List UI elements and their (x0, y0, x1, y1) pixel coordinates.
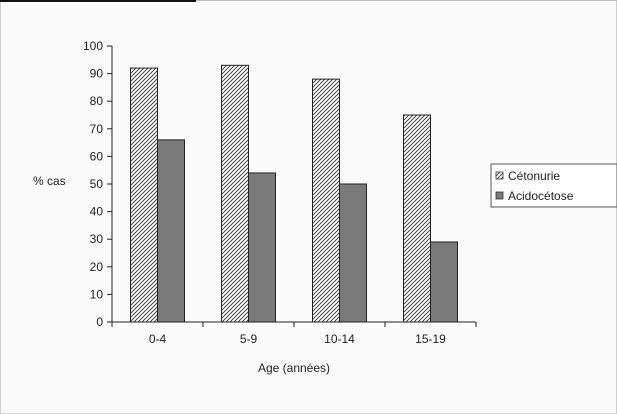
y-tick-label: 100 (83, 39, 103, 53)
x-tick-label: 10-14 (324, 332, 355, 346)
bar-cetonurie (312, 78, 340, 323)
top-border-line (196, 0, 617, 1)
y-tick-label: 0 (96, 315, 103, 329)
y-tick-label: 50 (90, 177, 104, 191)
bar-acidocetose (248, 172, 276, 323)
legend: Cétonurie Acidocétose (490, 163, 617, 208)
legend-label-acidocetose: Acidocétose (508, 189, 574, 203)
y-tick-label: 30 (90, 232, 104, 246)
bar-cetonurie (221, 64, 249, 323)
y-axis-label: % cas (33, 174, 66, 188)
x-tick-label: 0-4 (149, 332, 167, 346)
y-tick-label: 40 (90, 205, 104, 219)
y-tick-label: 90 (90, 67, 104, 81)
y-tick-label: 60 (90, 149, 104, 163)
bars (130, 64, 458, 323)
x-tick-label: 5-9 (240, 332, 258, 346)
x-tick-label: 15-19 (415, 332, 446, 346)
legend-swatch-acidocetose (495, 191, 504, 200)
bar-acidocetose (430, 241, 458, 323)
x-axis-label: Age (années) (258, 361, 330, 375)
bar-acidocetose (339, 183, 367, 323)
bar-cetonurie (130, 67, 158, 323)
legend-label-cetonurie: Cétonurie (508, 169, 560, 183)
y-tick-label: 10 (90, 287, 104, 301)
top-border-accent (0, 0, 196, 2)
bar-acidocetose (157, 139, 185, 323)
y-tick-label: 20 (90, 260, 104, 274)
y-tick-label: 70 (90, 122, 104, 136)
y-tick-label: 80 (90, 94, 104, 108)
x-axis: 0-4 5-9 10-14 15-19 (111, 321, 477, 346)
y-axis: 0 10 20 30 40 50 60 70 80 90 100 (83, 39, 113, 329)
bar-cetonurie (403, 114, 431, 323)
legend-box (490, 163, 617, 208)
legend-swatch-cetonurie (495, 171, 504, 180)
